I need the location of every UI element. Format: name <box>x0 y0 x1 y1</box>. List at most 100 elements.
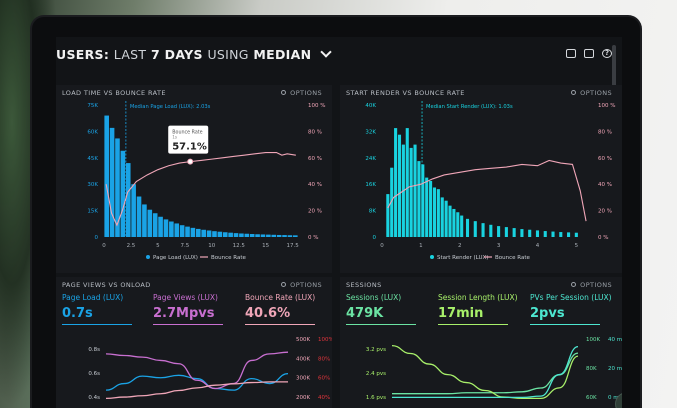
histogram-bar <box>390 167 394 237</box>
series-line <box>105 381 288 400</box>
tooltip-box <box>168 125 209 154</box>
y-tick-label: 0.4s <box>88 395 100 401</box>
histogram-bar <box>255 234 260 237</box>
y2-tick-label: 400K <box>296 356 310 362</box>
y2-tick-label: 60K <box>586 395 597 401</box>
histogram-bar <box>465 218 470 237</box>
histogram-bar <box>413 144 417 237</box>
histogram-bar <box>179 225 185 237</box>
histogram-bar <box>125 163 131 237</box>
start-render-chart: 40K 32K 24K 16K 8K 0 100 % 80 % 60 % 40 % 20 % 0 % M… <box>365 101 615 261</box>
y3-tick-label: 60% <box>318 376 330 382</box>
y2-tick-label: 0 % <box>598 235 608 241</box>
series-line <box>391 344 579 400</box>
y-tick-label: 16K <box>365 182 376 188</box>
series-line <box>105 373 289 391</box>
histogram-bar <box>266 234 271 237</box>
y-tick-label: 3.2 pvs <box>366 347 386 353</box>
median-label: Median Start Render (LUX): 1.03s <box>426 104 513 110</box>
options-button[interactable]: OPTIONS <box>571 89 612 97</box>
histogram-bar <box>217 231 223 237</box>
histogram-bar <box>228 232 233 237</box>
monitor-icon[interactable] <box>566 49 576 58</box>
histogram-bar <box>147 209 153 237</box>
y2-tick-label: 500K <box>296 337 310 343</box>
y2-tick-label: 300K <box>296 376 310 382</box>
image-icon[interactable] <box>584 49 594 58</box>
y3-tick-label: 40 min <box>608 337 622 343</box>
dashboard-title[interactable]: USERS: LAST 7 DAYS USING MEDIAN <box>56 46 332 62</box>
metric-value: 2.7Mpvs <box>153 306 215 321</box>
histogram-bar <box>190 227 196 237</box>
metric-label: Bounce Rate (LUX) <box>245 293 316 302</box>
y2-tick-label: 60 % <box>308 156 322 162</box>
x-tick-label: 2 <box>458 243 462 249</box>
legend-swatch-bars <box>146 255 150 259</box>
y-tick-label: 24K <box>365 156 376 162</box>
y-tick-label: 60K <box>87 129 98 135</box>
x-tick-label: 1 <box>419 243 423 249</box>
metric-underline <box>153 324 223 325</box>
help-icon[interactable]: ? <box>602 49 612 58</box>
metric-session-length[interactable]: Session Length (LUX) 17min <box>438 293 518 325</box>
metric-label: Session Length (LUX) <box>438 293 518 302</box>
histogram-bar <box>271 234 277 237</box>
metric-page-load[interactable]: Page Load (LUX) 0.7s <box>62 293 132 325</box>
histogram-bar <box>456 212 460 237</box>
histogram-bar <box>452 208 456 237</box>
options-button[interactable]: OPTIONS <box>281 281 322 289</box>
x-tick-label: 5 <box>156 243 160 249</box>
title-range: 7 DAYS <box>151 47 203 62</box>
y3-tick-label: 100% <box>318 337 332 343</box>
metric-pvs-per-session[interactable]: PVs Per Session (LUX) 2pvs <box>530 293 612 325</box>
histogram-bar <box>567 232 571 237</box>
histogram-bar <box>504 227 508 237</box>
gear-icon <box>281 90 287 95</box>
histogram-bar <box>394 128 398 237</box>
histogram-bar <box>425 177 429 237</box>
y-tick-label: 0 <box>373 235 377 241</box>
tooltip-point <box>187 158 194 165</box>
sessions-panel: SESSIONS OPTIONS Sessions (LUX) 479K Ses… <box>340 277 622 408</box>
histogram-bar <box>432 187 437 237</box>
title-statistic: MEDIAN <box>253 47 312 62</box>
metric-label: Page Views (LUX) <box>153 293 218 302</box>
y2-tick-label: 100K <box>586 337 600 343</box>
legend-label: Bounce Rate <box>495 255 530 261</box>
series-line <box>105 351 289 390</box>
metric-underline <box>346 324 416 325</box>
gear-icon <box>571 282 577 287</box>
y2-tick-label: 80K <box>586 366 597 372</box>
options-label: OPTIONS <box>580 89 612 97</box>
dashboard-header: USERS: LAST 7 DAYS USING MEDIAN ? <box>56 45 622 65</box>
title-using: USING <box>207 47 249 62</box>
histogram-bar <box>520 229 524 237</box>
x-tick-label: 15 <box>262 243 269 249</box>
histogram-bar <box>287 235 293 237</box>
histogram-bar <box>201 229 206 237</box>
options-button[interactable]: OPTIONS <box>281 89 322 97</box>
gear-icon <box>571 90 577 95</box>
metric-page-views[interactable]: Page Views (LUX) 2.7Mpvs <box>153 293 223 325</box>
options-label: OPTIONS <box>580 281 612 289</box>
chat-button[interactable] <box>616 393 622 408</box>
histogram-bar <box>244 233 250 237</box>
metric-underline <box>438 324 508 325</box>
histogram-bar <box>239 233 244 237</box>
page-views-panel: PAGE VIEWS VS ONLOAD OPTIONS Page Load (… <box>56 277 332 408</box>
series-line <box>392 345 579 399</box>
metric-sessions[interactable]: Sessions (LUX) 479K <box>346 293 416 325</box>
chevron-down-icon[interactable] <box>320 46 332 58</box>
options-button[interactable]: OPTIONS <box>571 281 612 289</box>
panel-title: PAGE VIEWS VS ONLOAD <box>62 281 151 289</box>
histogram-bar <box>212 231 217 237</box>
metric-underline <box>62 324 132 325</box>
histogram-bar <box>115 138 120 237</box>
metric-value: 479K <box>346 306 384 321</box>
y2-tick-label: 20 % <box>598 209 612 215</box>
y2-tick-label: 200K <box>296 395 310 401</box>
x-tick-label: 2.5 <box>127 243 136 249</box>
x-tick-label: 12.5 <box>233 243 246 249</box>
y3-tick-label: 20 min <box>608 366 622 372</box>
metric-bounce-rate[interactable]: Bounce Rate (LUX) 40.6% <box>245 293 315 325</box>
